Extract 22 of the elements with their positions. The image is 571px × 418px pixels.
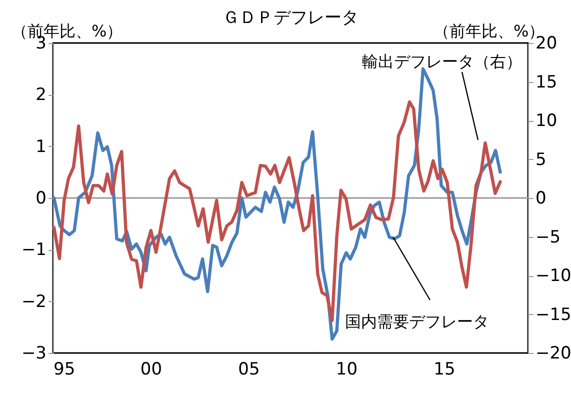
x-tick-label: 05 bbox=[238, 360, 260, 380]
y-tick-label: 2 bbox=[36, 85, 46, 106]
y2-tick-label: −15 bbox=[536, 304, 571, 325]
chart-title: ＧＤＰデフレータ bbox=[222, 8, 358, 28]
x-tick-label: 95 bbox=[54, 360, 76, 380]
y2-tick-label: 0 bbox=[536, 188, 546, 208]
x-tick-label: 15 bbox=[434, 360, 456, 380]
text: 輸出デフレータ（右） bbox=[362, 52, 522, 71]
y2-tick-label: −10 bbox=[536, 266, 571, 286]
y-tick-label: −2 bbox=[21, 292, 46, 312]
y-tick-label: 0 bbox=[36, 188, 46, 208]
y-tick-label: −1 bbox=[21, 240, 46, 260]
y2-tick-label: −5 bbox=[536, 227, 561, 248]
x-tick-label: 10 bbox=[336, 360, 358, 380]
x-tick-label: 00 bbox=[140, 360, 162, 380]
y2-tick-label: 15 bbox=[536, 72, 558, 92]
y-tick-label: −3 bbox=[21, 344, 46, 364]
y-tick-label: 1 bbox=[36, 136, 46, 157]
series-label: 国内需要デフレータ bbox=[345, 312, 489, 331]
y2-tick-label: −20 bbox=[536, 344, 571, 364]
y2-tick-label: 5 bbox=[536, 150, 546, 170]
y2-tick-label: 10 bbox=[536, 111, 558, 131]
